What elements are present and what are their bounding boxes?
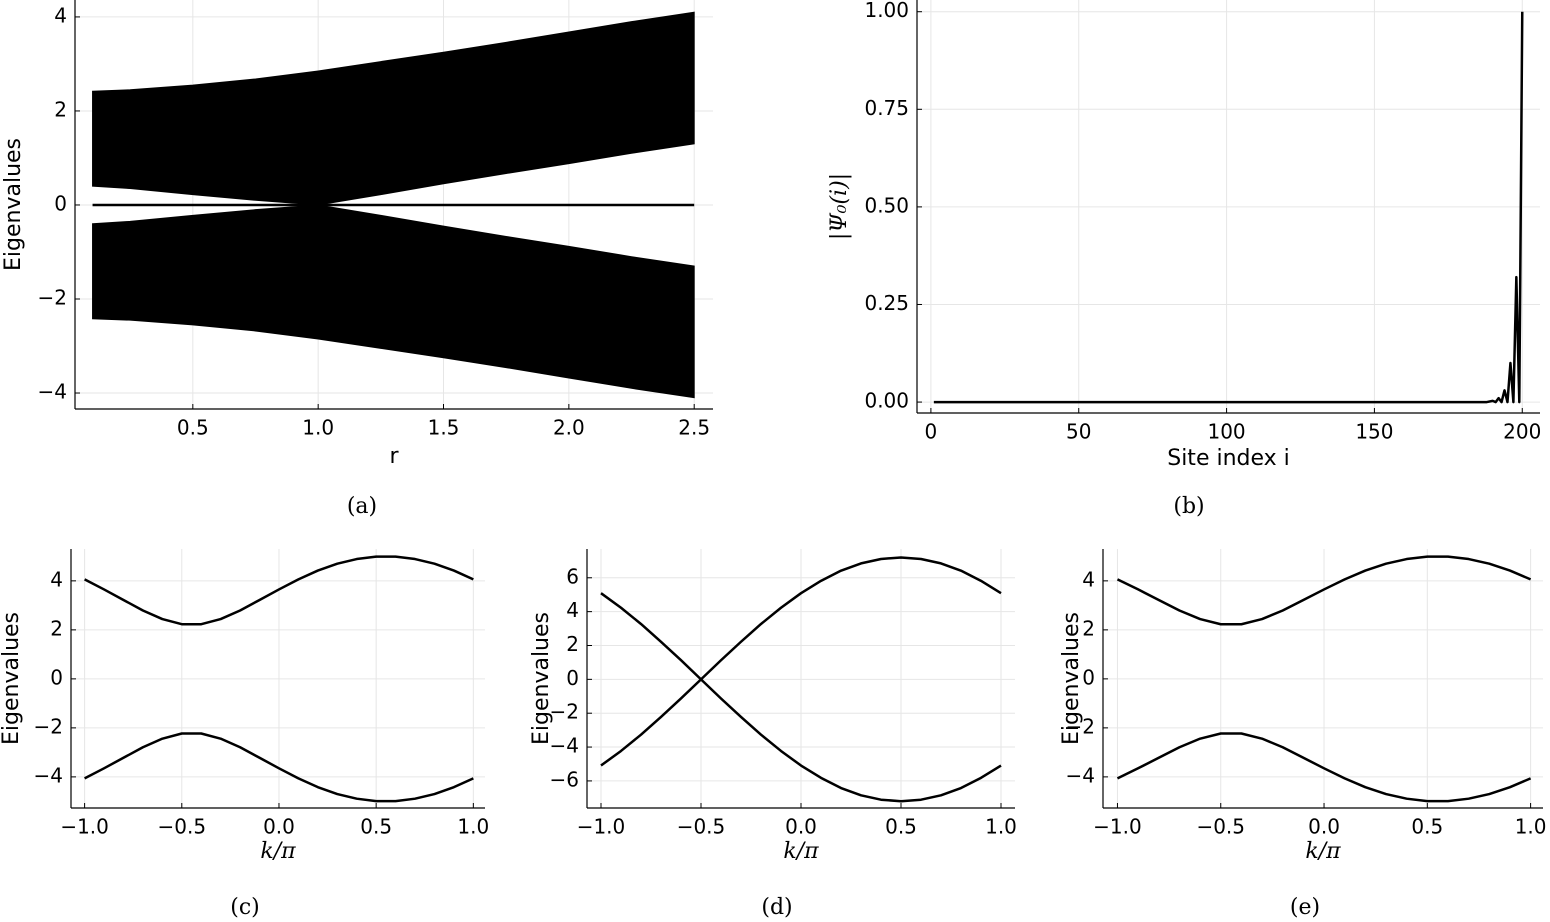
y-tick-label: −4 [1066,763,1095,787]
data-line [1116,732,1532,803]
y-tick-label: −2 [34,714,63,738]
y-tick-label: 0 [54,191,67,215]
x-tick-label: 100 [1207,420,1245,444]
x-axis-label: Site index i [1167,446,1290,471]
y-tick-label: 4 [566,598,579,622]
x-axis-label: r [389,444,399,469]
y-tick-label: 0.75 [864,96,909,120]
eigen-band [92,204,695,399]
x-tick-label: 0.0 [785,815,817,839]
y-tick-label: 0.00 [864,389,909,413]
x-tick-label: 1.0 [1515,815,1547,839]
x-tick-label: 0.5 [1411,815,1443,839]
x-tick-label: 2.0 [553,416,585,440]
y-tick-label: −4 [550,734,579,758]
caption: (b) [1173,494,1204,519]
y-tick-label: −4 [34,763,63,787]
y-axis-label: Eigenvalues [0,612,24,745]
x-tick-label: 0.0 [1308,815,1340,839]
x-axis-label: k/π [783,839,819,864]
y-axis-label: Eigenvalues [1059,612,1084,745]
x-axis-label: k/π [260,839,296,864]
y-tick-label: 2 [566,632,579,656]
x-tick-label: 1.5 [428,416,460,440]
y-tick-label: 4 [54,3,67,27]
eigen-band [92,11,695,206]
y-tick-label: 4 [1082,567,1095,591]
data-line [933,11,1524,404]
y-tick-label: 0 [566,666,579,690]
caption: (c) [230,895,260,920]
y-axis-label: Eigenvalues [1,138,26,271]
x-tick-label: 0 [925,420,938,444]
x-tick-label: −0.5 [677,815,726,839]
x-tick-label: 2.5 [678,416,710,440]
y-tick-label: 0 [1082,665,1095,689]
y-tick-label: 2 [50,616,63,640]
caption: (d) [761,895,792,920]
caption: (a) [347,494,377,519]
y-tick-label: 2 [1082,616,1095,640]
y-tick-label: 0 [50,665,63,689]
y-tick-label: 2 [54,97,67,121]
data-line [84,732,474,803]
y-axis-label: |Ψ₀(i)| [827,173,852,240]
x-tick-label: −1.0 [1093,815,1142,839]
x-tick-label: 0.5 [885,815,917,839]
x-tick-label: −1.0 [577,815,626,839]
x-tick-label: 0.5 [360,815,392,839]
y-axis-label: Eigenvalues [529,612,554,745]
x-tick-label: 1.0 [985,815,1017,839]
y-tick-label: 0.25 [864,291,909,315]
y-tick-label: 4 [50,567,63,591]
x-tick-label: 200 [1503,420,1541,444]
y-tick-label: −4 [38,380,67,404]
y-tick-label: 1.00 [864,0,909,22]
x-tick-label: −0.5 [1196,815,1245,839]
x-tick-label: 0.0 [263,815,295,839]
y-tick-label: 6 [566,564,579,588]
x-tick-label: 50 [1066,420,1091,444]
data-line [600,592,1002,803]
x-tick-label: 1.0 [457,815,489,839]
y-tick-label: −2 [550,700,579,724]
y-tick-label: 0.50 [864,193,909,217]
y-tick-label: −6 [550,767,579,791]
y-tick-label: −2 [1066,714,1095,738]
x-tick-label: 150 [1355,420,1393,444]
x-tick-label: −1.0 [60,815,109,839]
caption: (e) [1290,895,1320,920]
y-tick-label: −2 [38,285,67,309]
x-tick-label: 0.5 [177,416,209,440]
x-tick-label: −0.5 [157,815,206,839]
x-axis-label: k/π [1305,839,1341,864]
x-tick-label: 1.0 [302,416,334,440]
data-line [84,555,474,626]
data-line [1116,555,1532,626]
data-line [600,556,1002,767]
